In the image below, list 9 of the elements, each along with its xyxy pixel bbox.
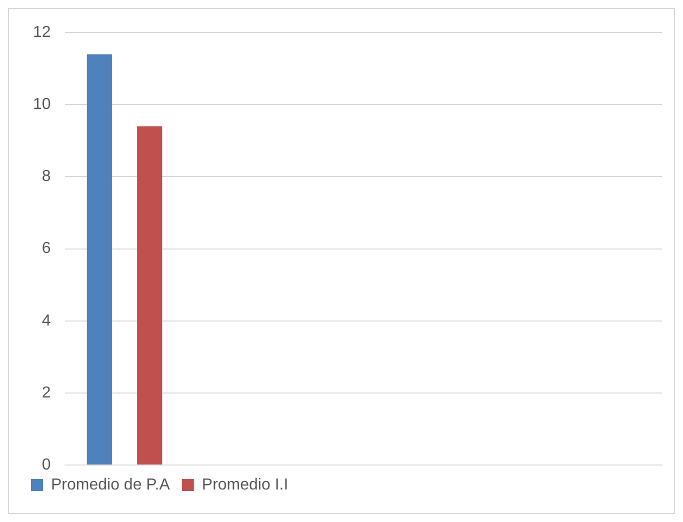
legend-label: Promedio I.I <box>202 476 288 494</box>
y-tick-label: 12 <box>33 24 51 42</box>
y-tick-label: 0 <box>42 456 51 474</box>
y-tick-label: 8 <box>42 168 51 186</box>
y-tick-label: 6 <box>42 240 51 258</box>
y-tick-label: 2 <box>42 384 51 402</box>
legend-label: Promedio de P.A <box>51 476 170 494</box>
y-tick-label: 4 <box>42 312 51 330</box>
y-tick-label: 10 <box>33 96 51 114</box>
